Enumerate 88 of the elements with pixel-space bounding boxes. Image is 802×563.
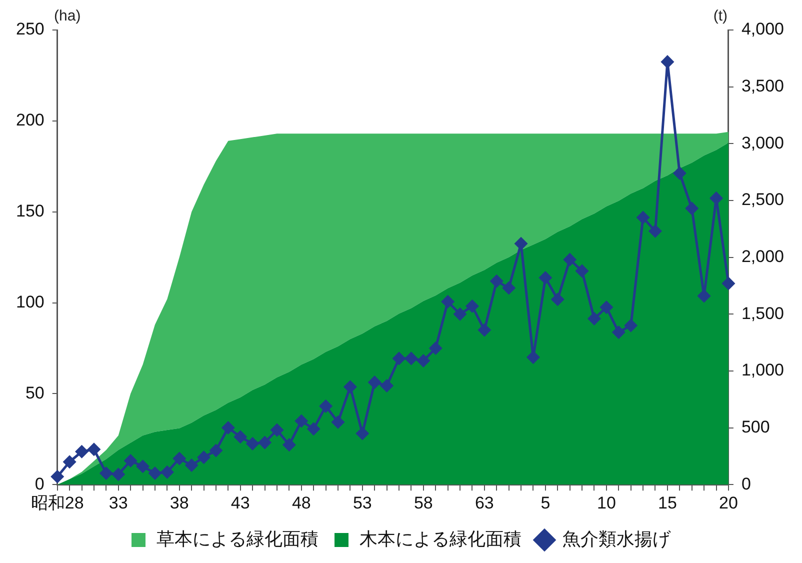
point xyxy=(173,452,186,465)
point xyxy=(600,301,613,314)
y2-tick-label: 3,500 xyxy=(741,76,784,96)
point xyxy=(198,451,210,464)
legend-label: 魚介類水揚げ xyxy=(562,528,672,549)
point xyxy=(442,295,454,308)
y2-tick-label: 0 xyxy=(741,474,751,494)
point xyxy=(368,376,381,389)
y2-tick-label: 500 xyxy=(741,417,770,436)
y-tick-label: 0 xyxy=(34,474,44,494)
point xyxy=(136,460,150,473)
point xyxy=(466,300,478,312)
point xyxy=(502,282,516,294)
x-tick-label: 33 xyxy=(108,493,128,512)
point xyxy=(63,456,76,468)
point xyxy=(636,211,650,224)
point xyxy=(112,468,125,481)
y-tick-label: 150 xyxy=(16,202,44,221)
x-tick-label: 10 xyxy=(596,493,616,512)
point xyxy=(576,264,588,278)
x-tick-label: 20 xyxy=(719,493,738,512)
point xyxy=(673,166,686,180)
y2-tick-label: 3,000 xyxy=(741,133,784,152)
y-axis-title: (ha) xyxy=(54,8,81,25)
point xyxy=(698,290,710,302)
point xyxy=(514,237,528,250)
point xyxy=(148,466,162,480)
y2-tick-label: 4,000 xyxy=(741,20,784,39)
y-tick-label: 50 xyxy=(25,383,44,402)
point xyxy=(100,466,112,480)
point xyxy=(612,326,625,339)
point xyxy=(551,293,564,306)
point xyxy=(295,414,308,428)
x-tick-label: 43 xyxy=(230,493,250,512)
point xyxy=(124,454,137,467)
y2-tick-label: 1,500 xyxy=(741,304,784,323)
point xyxy=(490,274,503,288)
x-tick-label: 5 xyxy=(540,493,550,512)
x-tick-label: 63 xyxy=(474,493,494,512)
point xyxy=(649,224,662,238)
x-tick-label: 58 xyxy=(414,493,433,512)
point xyxy=(624,319,638,332)
point xyxy=(661,56,674,68)
point xyxy=(686,202,698,215)
point xyxy=(404,352,418,365)
y2-tick-label: 1,000 xyxy=(741,360,784,380)
point xyxy=(160,466,174,478)
point xyxy=(222,422,234,434)
point xyxy=(564,253,576,266)
x-tick-label: 昭和28 xyxy=(30,493,84,512)
y2-tick-label: 2,000 xyxy=(741,246,784,266)
x-tick-label: 48 xyxy=(292,493,311,512)
x-tick-label: 53 xyxy=(352,493,372,512)
point xyxy=(539,272,552,284)
point xyxy=(282,438,296,452)
point xyxy=(185,459,198,472)
y-tick-label: 250 xyxy=(16,20,44,39)
point xyxy=(429,342,442,354)
point xyxy=(356,427,369,440)
x-tick-label: 38 xyxy=(170,493,189,512)
point xyxy=(454,308,466,320)
point xyxy=(307,422,320,436)
legend-label: 木本による緑化面積 xyxy=(360,528,522,549)
y-tick-label: 100 xyxy=(16,292,44,312)
point xyxy=(51,470,64,483)
point xyxy=(210,444,222,457)
point xyxy=(258,436,272,449)
point xyxy=(478,324,491,336)
point xyxy=(344,380,356,394)
point xyxy=(392,352,406,365)
point xyxy=(246,437,259,450)
point xyxy=(380,379,394,392)
point xyxy=(588,312,600,325)
point xyxy=(332,416,344,428)
x-tick-label: 15 xyxy=(658,493,677,512)
y2-axis-title: (t) xyxy=(713,8,728,25)
point xyxy=(526,351,540,364)
point xyxy=(270,424,284,436)
point xyxy=(417,354,430,367)
point xyxy=(234,430,247,444)
point xyxy=(320,400,332,412)
point xyxy=(722,277,735,290)
point xyxy=(76,445,88,458)
point xyxy=(88,443,100,456)
y-tick-label: 200 xyxy=(16,110,44,130)
legend-label: 草本による緑化面積 xyxy=(156,528,318,549)
point xyxy=(710,192,723,204)
y2-tick-label: 2,500 xyxy=(741,190,784,210)
